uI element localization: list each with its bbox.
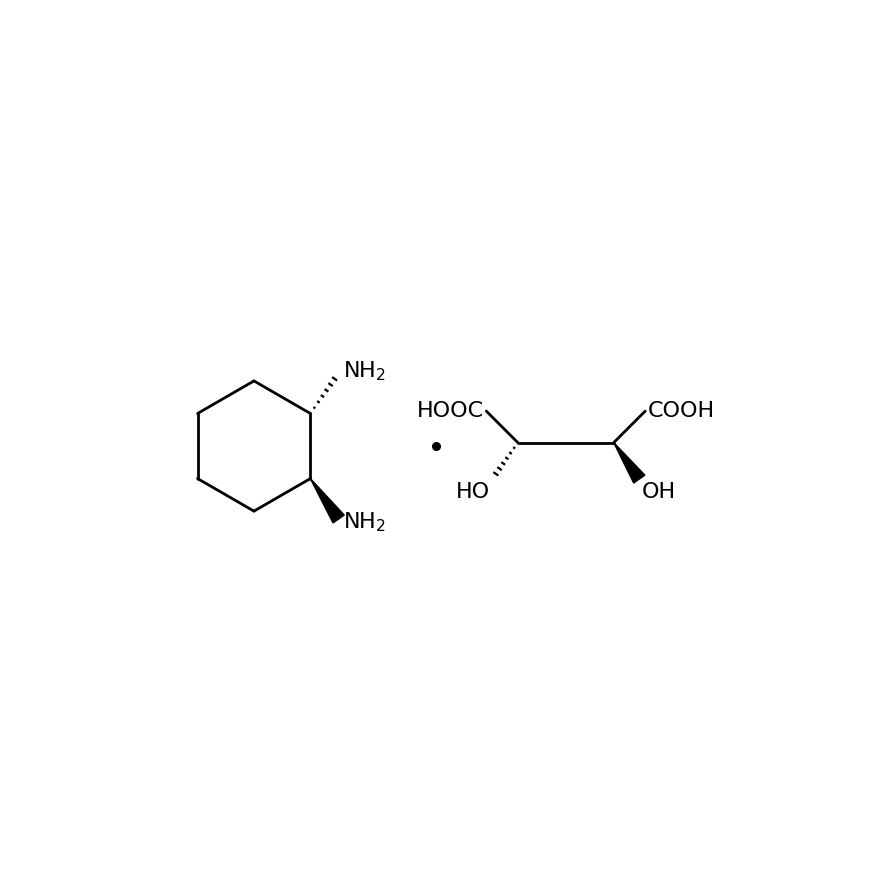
Polygon shape: [614, 442, 645, 483]
Text: HOOC: HOOC: [417, 401, 483, 421]
Polygon shape: [311, 479, 344, 523]
Text: OH: OH: [642, 481, 676, 502]
Text: HO: HO: [456, 481, 490, 502]
Text: COOH: COOH: [648, 401, 715, 421]
Text: NH$_2$: NH$_2$: [343, 360, 386, 383]
Text: NH$_2$: NH$_2$: [343, 510, 386, 533]
